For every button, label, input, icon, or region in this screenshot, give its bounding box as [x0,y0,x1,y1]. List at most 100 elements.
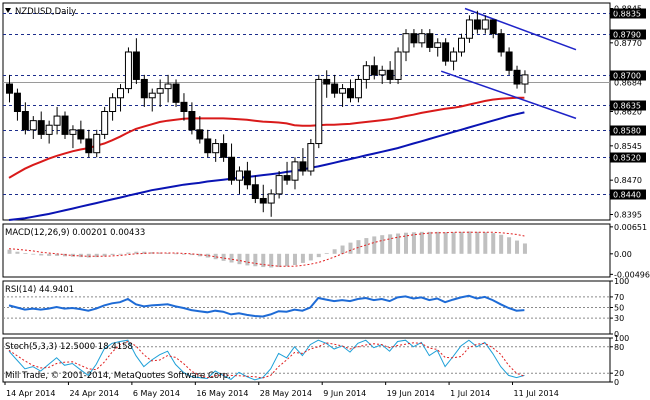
macd-bar [316,253,321,258]
candle [21,102,29,135]
level-label-box [610,29,646,40]
copyright-text: Mill Trade, © 2001-2014, MetaQuotes Soft… [5,371,231,381]
macd-bar [118,253,123,255]
panel-frame-rsi [2,280,611,335]
candle-body [85,138,93,154]
candle [13,88,21,121]
candle-body [291,161,299,181]
candle-body [101,111,109,135]
candle [132,38,140,85]
channel-upper-line [464,7,577,51]
candle [505,47,513,75]
candle [37,111,45,139]
macd-bar [332,249,337,254]
candle-body [410,33,418,44]
macd-bar [483,232,488,254]
level-label: 0.8700 [613,72,641,81]
candle [243,161,251,190]
macd-bar [269,253,274,268]
candle-body [521,74,529,85]
candle-body [45,124,53,135]
x-tick-label: 9 Jun 2014 [323,389,366,398]
dropdown-arrow-icon[interactable] [5,8,11,13]
candle [164,74,172,103]
candle [251,175,259,204]
x-tick-label: 6 May 2014 [133,389,180,398]
candle [85,129,93,158]
candle-body [323,78,331,85]
candle-body [21,111,29,131]
candle-body [354,78,362,99]
candle [172,79,180,107]
level-label: 0.8580 [613,127,641,136]
candle [410,29,418,48]
macd-y-tick-label: -0.00496 [614,270,650,279]
macd-bar [364,238,369,254]
macd-bar [277,253,282,268]
stoch-y-tick-label: 100 [614,334,629,343]
candle [101,106,109,139]
candle [204,129,212,158]
macd-bar [197,253,202,257]
candle-body [196,129,204,140]
candle-body [497,33,505,53]
candle-body [212,143,220,154]
candle [489,19,497,39]
macd-bar [499,234,504,254]
level-label-box [610,189,646,200]
macd-bar [261,253,266,268]
candle [465,15,473,43]
candle [148,88,156,112]
level-label: 0.8790 [613,31,641,40]
candle-body [188,111,196,131]
candle-body [465,19,473,39]
candle [235,166,243,194]
candle [124,47,132,94]
candle-body [394,51,402,80]
candle-body [473,19,481,30]
rsi-y-tick-label: 0 [614,330,619,339]
candle [117,84,125,112]
macd-bar [419,231,424,254]
candle-body [243,170,251,186]
macd-bar [292,253,297,265]
macd-bar [380,235,385,254]
candle [394,47,402,85]
candle-body [164,83,172,90]
macd-bar [443,232,448,254]
price-panel[interactable]: 0.8835 0.8790 0.8700 0.8635 0.8580 0.8520 0.84… [3,4,646,221]
panel-frame-main [2,2,611,221]
rsi-line [8,294,525,318]
candle-body [386,69,394,80]
macd-bar [237,253,242,265]
stoch-y-tick-label: 0 [614,378,619,387]
macd-panel[interactable]: 0.00651 0.00 -0.00496 [7,223,650,279]
candle-body [513,69,521,85]
candle [434,38,442,57]
candle [362,61,370,89]
macd-bar [507,237,512,254]
candle-body [315,78,323,145]
panel-frame-stoch [2,337,611,383]
macd-bar [285,253,290,267]
macd-bar [324,252,329,254]
macd-bar [55,253,60,256]
candle [220,134,228,162]
x-tick-label: 11 Jul 2014 [514,389,559,398]
candle [29,116,37,139]
level-label-box [610,8,646,19]
macd-bar [150,252,155,254]
candle-body [53,115,61,126]
candle-body [426,33,434,48]
candle-body [13,92,21,113]
macd-bar [253,253,258,267]
macd-bar [181,253,186,255]
candle [196,116,204,144]
candle [481,15,489,34]
y-tick-label: 0.8545 [614,142,642,151]
candle [299,148,307,176]
candle-body [61,115,69,135]
level-label: 0.8520 [613,154,641,163]
